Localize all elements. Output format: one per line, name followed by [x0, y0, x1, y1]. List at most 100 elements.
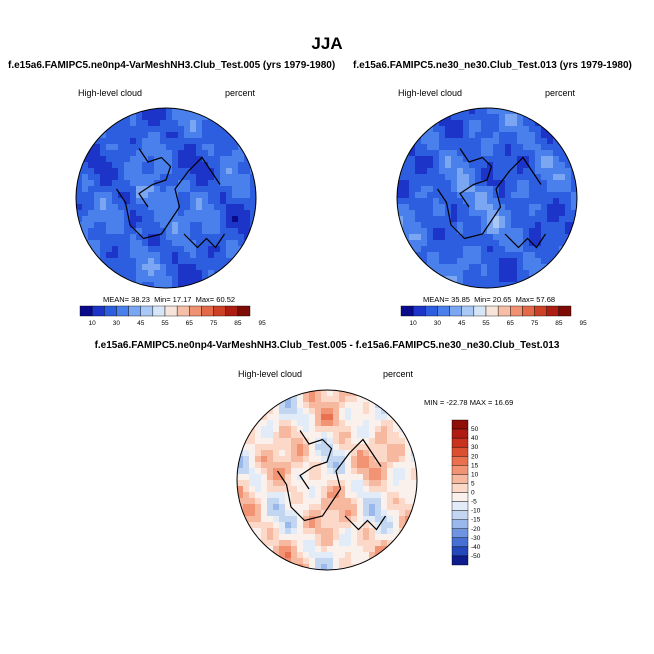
map-cell	[421, 174, 428, 181]
map-cell	[154, 210, 161, 217]
map-cell	[196, 204, 203, 211]
map-cell	[124, 240, 131, 247]
map-cell	[499, 282, 506, 288]
map-cell	[226, 198, 233, 205]
map-cell	[100, 150, 107, 157]
map-cell	[511, 162, 518, 169]
map-cell	[345, 510, 352, 517]
map-cell	[88, 132, 95, 139]
map-cell	[196, 186, 203, 193]
map-cell	[136, 240, 143, 247]
map-cell	[297, 420, 304, 427]
colorbar-swatch	[451, 474, 469, 484]
map-cell	[409, 276, 416, 283]
colorbar-swatch	[451, 501, 469, 511]
map-cell	[451, 210, 458, 217]
map-cell	[559, 222, 566, 229]
map-cell	[351, 546, 358, 553]
map-cell	[475, 126, 482, 133]
map-cell	[375, 432, 382, 439]
map-cell	[445, 144, 452, 151]
map-cell	[244, 204, 251, 211]
map-cell	[94, 120, 101, 127]
map-cell	[297, 444, 304, 451]
map-cell	[457, 126, 464, 133]
map-cell	[339, 450, 346, 457]
map-cell	[255, 504, 262, 511]
map-cell	[565, 204, 572, 211]
map-cell	[493, 204, 500, 211]
map-cell	[208, 162, 215, 169]
map-cell	[451, 186, 458, 193]
map-cell	[553, 270, 560, 277]
map-cell	[517, 138, 524, 145]
map-cell	[333, 438, 340, 445]
map-cell	[499, 132, 506, 139]
coastline	[138, 148, 172, 208]
map-cell	[118, 282, 125, 288]
colorbar-swatch	[451, 492, 469, 502]
map-cell	[148, 228, 155, 235]
map-cell	[387, 456, 394, 463]
map-cell	[82, 270, 89, 277]
map-cell	[547, 228, 554, 235]
map-cell	[411, 402, 417, 409]
map-cell	[523, 180, 530, 187]
map-cell	[375, 534, 382, 541]
map-cell	[463, 276, 470, 283]
map-cell	[279, 564, 286, 570]
map-cell	[202, 132, 209, 139]
map-cell	[321, 558, 328, 565]
map-cell	[124, 252, 131, 259]
map-cell	[112, 234, 119, 241]
map-cell	[166, 174, 173, 181]
colorbar-swatch	[497, 305, 511, 317]
map-cell	[481, 192, 488, 199]
map-cell	[433, 138, 440, 145]
map-cell	[445, 162, 452, 169]
map-cell	[184, 216, 191, 223]
map-cell	[172, 246, 179, 253]
map-cell	[399, 408, 406, 415]
map-cell	[273, 456, 280, 463]
map-cell	[517, 126, 524, 133]
map-cell	[190, 192, 197, 199]
map-cell	[166, 276, 173, 283]
map-cell	[553, 282, 560, 288]
map-cell	[244, 138, 251, 145]
map-cell	[178, 174, 185, 181]
map-cell	[433, 108, 440, 115]
map-cell	[118, 252, 125, 259]
map-cell	[184, 120, 191, 127]
map-cell	[481, 204, 488, 211]
map-cell	[190, 216, 197, 223]
map-cell	[237, 396, 244, 403]
map-cell	[285, 450, 292, 457]
map-cell	[493, 264, 500, 271]
map-cell	[100, 210, 107, 217]
map-cell	[345, 528, 352, 535]
map-cell	[243, 498, 250, 505]
map-cell	[106, 216, 113, 223]
map-cell	[375, 492, 382, 499]
map-cell	[541, 156, 548, 163]
map-cell	[226, 282, 233, 288]
map-cell	[214, 126, 221, 133]
map-cell	[279, 492, 286, 499]
map-cell	[399, 444, 406, 451]
map-cell	[172, 114, 179, 121]
map-cell	[261, 492, 268, 499]
map-cell	[363, 480, 370, 487]
map-cell	[100, 198, 107, 205]
map-cell	[154, 258, 161, 265]
map-cell	[226, 234, 233, 241]
map-cell	[243, 444, 250, 451]
map-cell	[381, 396, 388, 403]
map-cell	[166, 150, 173, 157]
map-cell	[351, 558, 358, 565]
map-cell	[267, 438, 274, 445]
map-cell	[315, 444, 322, 451]
map-cell	[214, 210, 221, 217]
panel1-variable: High-level cloud	[78, 88, 143, 98]
map-cell	[409, 138, 416, 145]
